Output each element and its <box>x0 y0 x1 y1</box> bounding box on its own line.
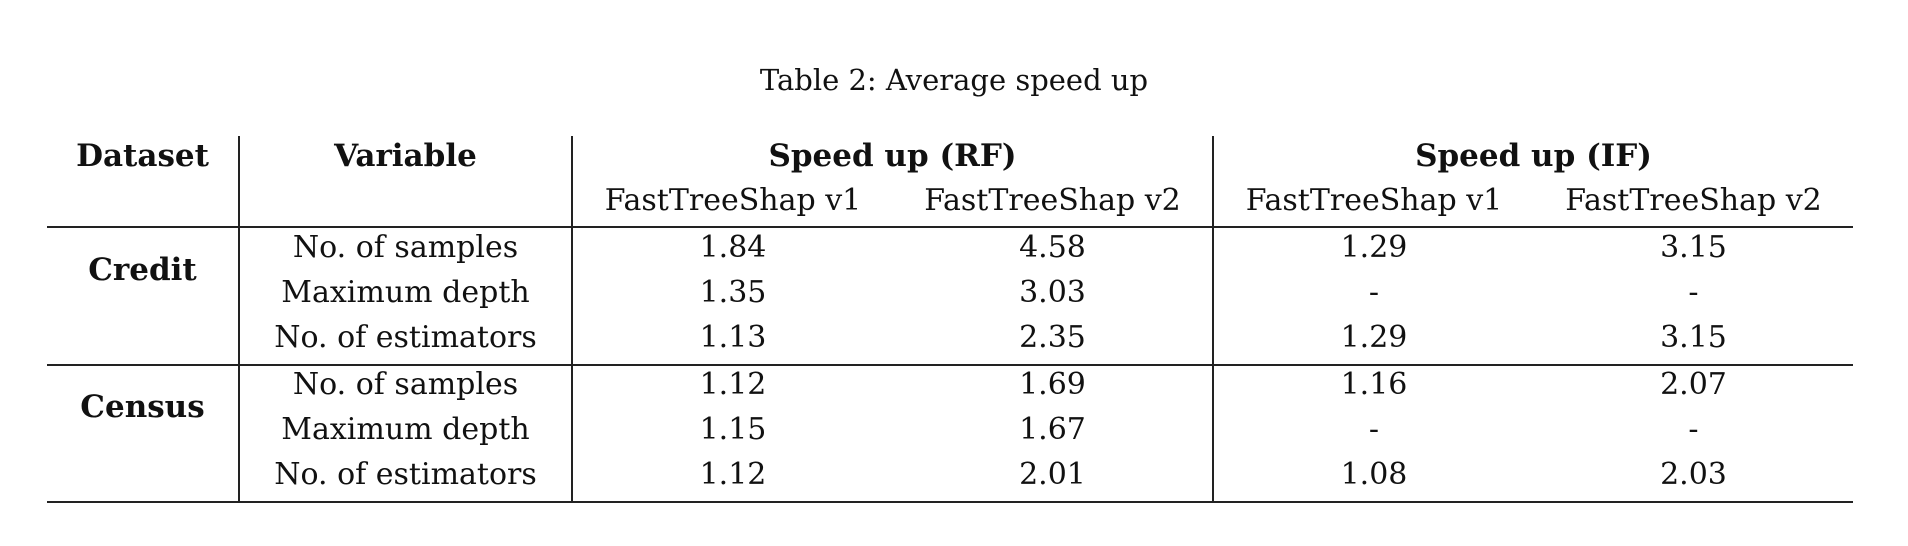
table-row-variable: No. of samples <box>292 367 519 402</box>
table-cell: 1.15 <box>699 412 767 447</box>
table-cell: 1.08 <box>1340 457 1408 492</box>
table-row-variable: Maximum depth <box>281 412 530 447</box>
header-group-if: Speed up (IF) <box>1415 138 1652 174</box>
table-cell: 1.84 <box>699 230 767 265</box>
table-cell: - <box>1688 275 1699 310</box>
table-row-variable: No. of samples <box>292 230 519 265</box>
header-rf-v1: FastTreeShap v1 <box>604 183 862 218</box>
header-rf-v2: FastTreeShap v2 <box>924 183 1181 218</box>
table-cell: 1.69 <box>1019 367 1086 402</box>
table-caption: Table 2: Average speed up <box>759 63 1149 97</box>
variable-column-rule <box>571 136 573 502</box>
table-cell: 2.01 <box>1019 457 1086 492</box>
table-cell: 1.12 <box>699 367 767 402</box>
table-cell: 2.35 <box>1019 320 1086 355</box>
dataset-label-credit: Credit <box>88 252 197 288</box>
table-row-variable: No. of estimators <box>274 320 537 355</box>
header-if-v2: FastTreeShap v2 <box>1565 183 1822 218</box>
table-cell: 1.29 <box>1340 320 1408 355</box>
header-dataset: Dataset <box>76 138 209 174</box>
header-group-rf: Speed up (RF) <box>768 138 1017 174</box>
table-cell: 1.35 <box>699 275 767 310</box>
header-rule <box>47 226 1853 228</box>
table-cell: 1.12 <box>699 457 767 492</box>
header-if-v1: FastTreeShap v1 <box>1245 183 1503 218</box>
table-cell: 4.58 <box>1019 230 1086 265</box>
header-variable: Variable <box>334 138 477 174</box>
table-cell: 1.13 <box>699 320 767 355</box>
table-cell: 3.15 <box>1660 230 1727 265</box>
table-row-variable: No. of estimators <box>274 457 537 492</box>
dataset-column-rule <box>238 136 240 502</box>
rf-if-column-rule <box>1212 136 1214 502</box>
table-cell: - <box>1688 412 1699 447</box>
table-cell: 1.67 <box>1019 412 1086 447</box>
table-cell: 3.15 <box>1660 320 1727 355</box>
table-cell: - <box>1368 275 1380 310</box>
table-cell: 3.03 <box>1019 275 1086 310</box>
table-cell: 2.07 <box>1660 367 1727 402</box>
table-cell: 1.16 <box>1340 367 1408 402</box>
group-separator-rule <box>47 364 1853 366</box>
table-cell: - <box>1368 412 1380 447</box>
table-cell: 2.03 <box>1660 457 1727 492</box>
dataset-label-census: Census <box>80 389 205 425</box>
table-row-variable: Maximum depth <box>281 275 530 310</box>
table-cell: 1.29 <box>1340 230 1408 265</box>
bottom-rule <box>47 501 1853 503</box>
